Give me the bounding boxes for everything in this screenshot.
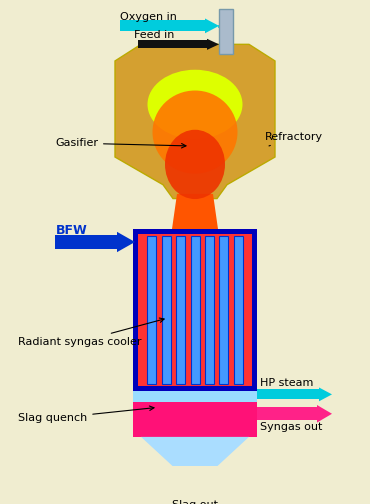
Bar <box>205 235 214 384</box>
Polygon shape <box>319 388 332 401</box>
Polygon shape <box>115 44 275 199</box>
Bar <box>55 234 117 249</box>
Polygon shape <box>207 39 219 50</box>
Text: Syngas out: Syngas out <box>260 422 322 432</box>
Bar <box>120 20 205 31</box>
Bar <box>190 474 200 485</box>
Bar <box>257 389 319 400</box>
Text: HP steam: HP steam <box>260 379 313 388</box>
Polygon shape <box>317 405 332 422</box>
Text: Oxygen in: Oxygen in <box>120 12 177 22</box>
Polygon shape <box>172 194 218 229</box>
Bar <box>252 229 257 391</box>
Text: BFW: BFW <box>56 224 88 237</box>
Ellipse shape <box>165 130 225 199</box>
Bar <box>233 235 243 384</box>
Bar <box>133 386 257 391</box>
Bar <box>257 407 317 420</box>
Text: Refractory: Refractory <box>265 132 323 146</box>
Bar <box>133 391 257 437</box>
Bar <box>133 229 257 391</box>
Bar <box>219 235 228 384</box>
Ellipse shape <box>152 91 238 174</box>
Bar <box>191 235 199 384</box>
Bar <box>133 391 257 402</box>
Polygon shape <box>141 437 249 474</box>
Text: Gasifier: Gasifier <box>55 138 186 148</box>
Bar <box>219 9 233 53</box>
Bar <box>147 235 157 384</box>
Polygon shape <box>117 232 135 252</box>
Polygon shape <box>205 19 219 33</box>
Polygon shape <box>185 485 205 494</box>
Bar <box>176 235 185 384</box>
Text: Feed in: Feed in <box>134 30 174 40</box>
Text: Slag quench: Slag quench <box>18 406 154 423</box>
Text: Radiant syngas cooler: Radiant syngas cooler <box>18 318 164 347</box>
Bar <box>133 229 138 391</box>
Bar <box>133 229 257 234</box>
Ellipse shape <box>148 70 242 139</box>
Bar <box>138 40 207 48</box>
Bar <box>162 235 171 384</box>
Text: Slag out: Slag out <box>172 499 218 504</box>
